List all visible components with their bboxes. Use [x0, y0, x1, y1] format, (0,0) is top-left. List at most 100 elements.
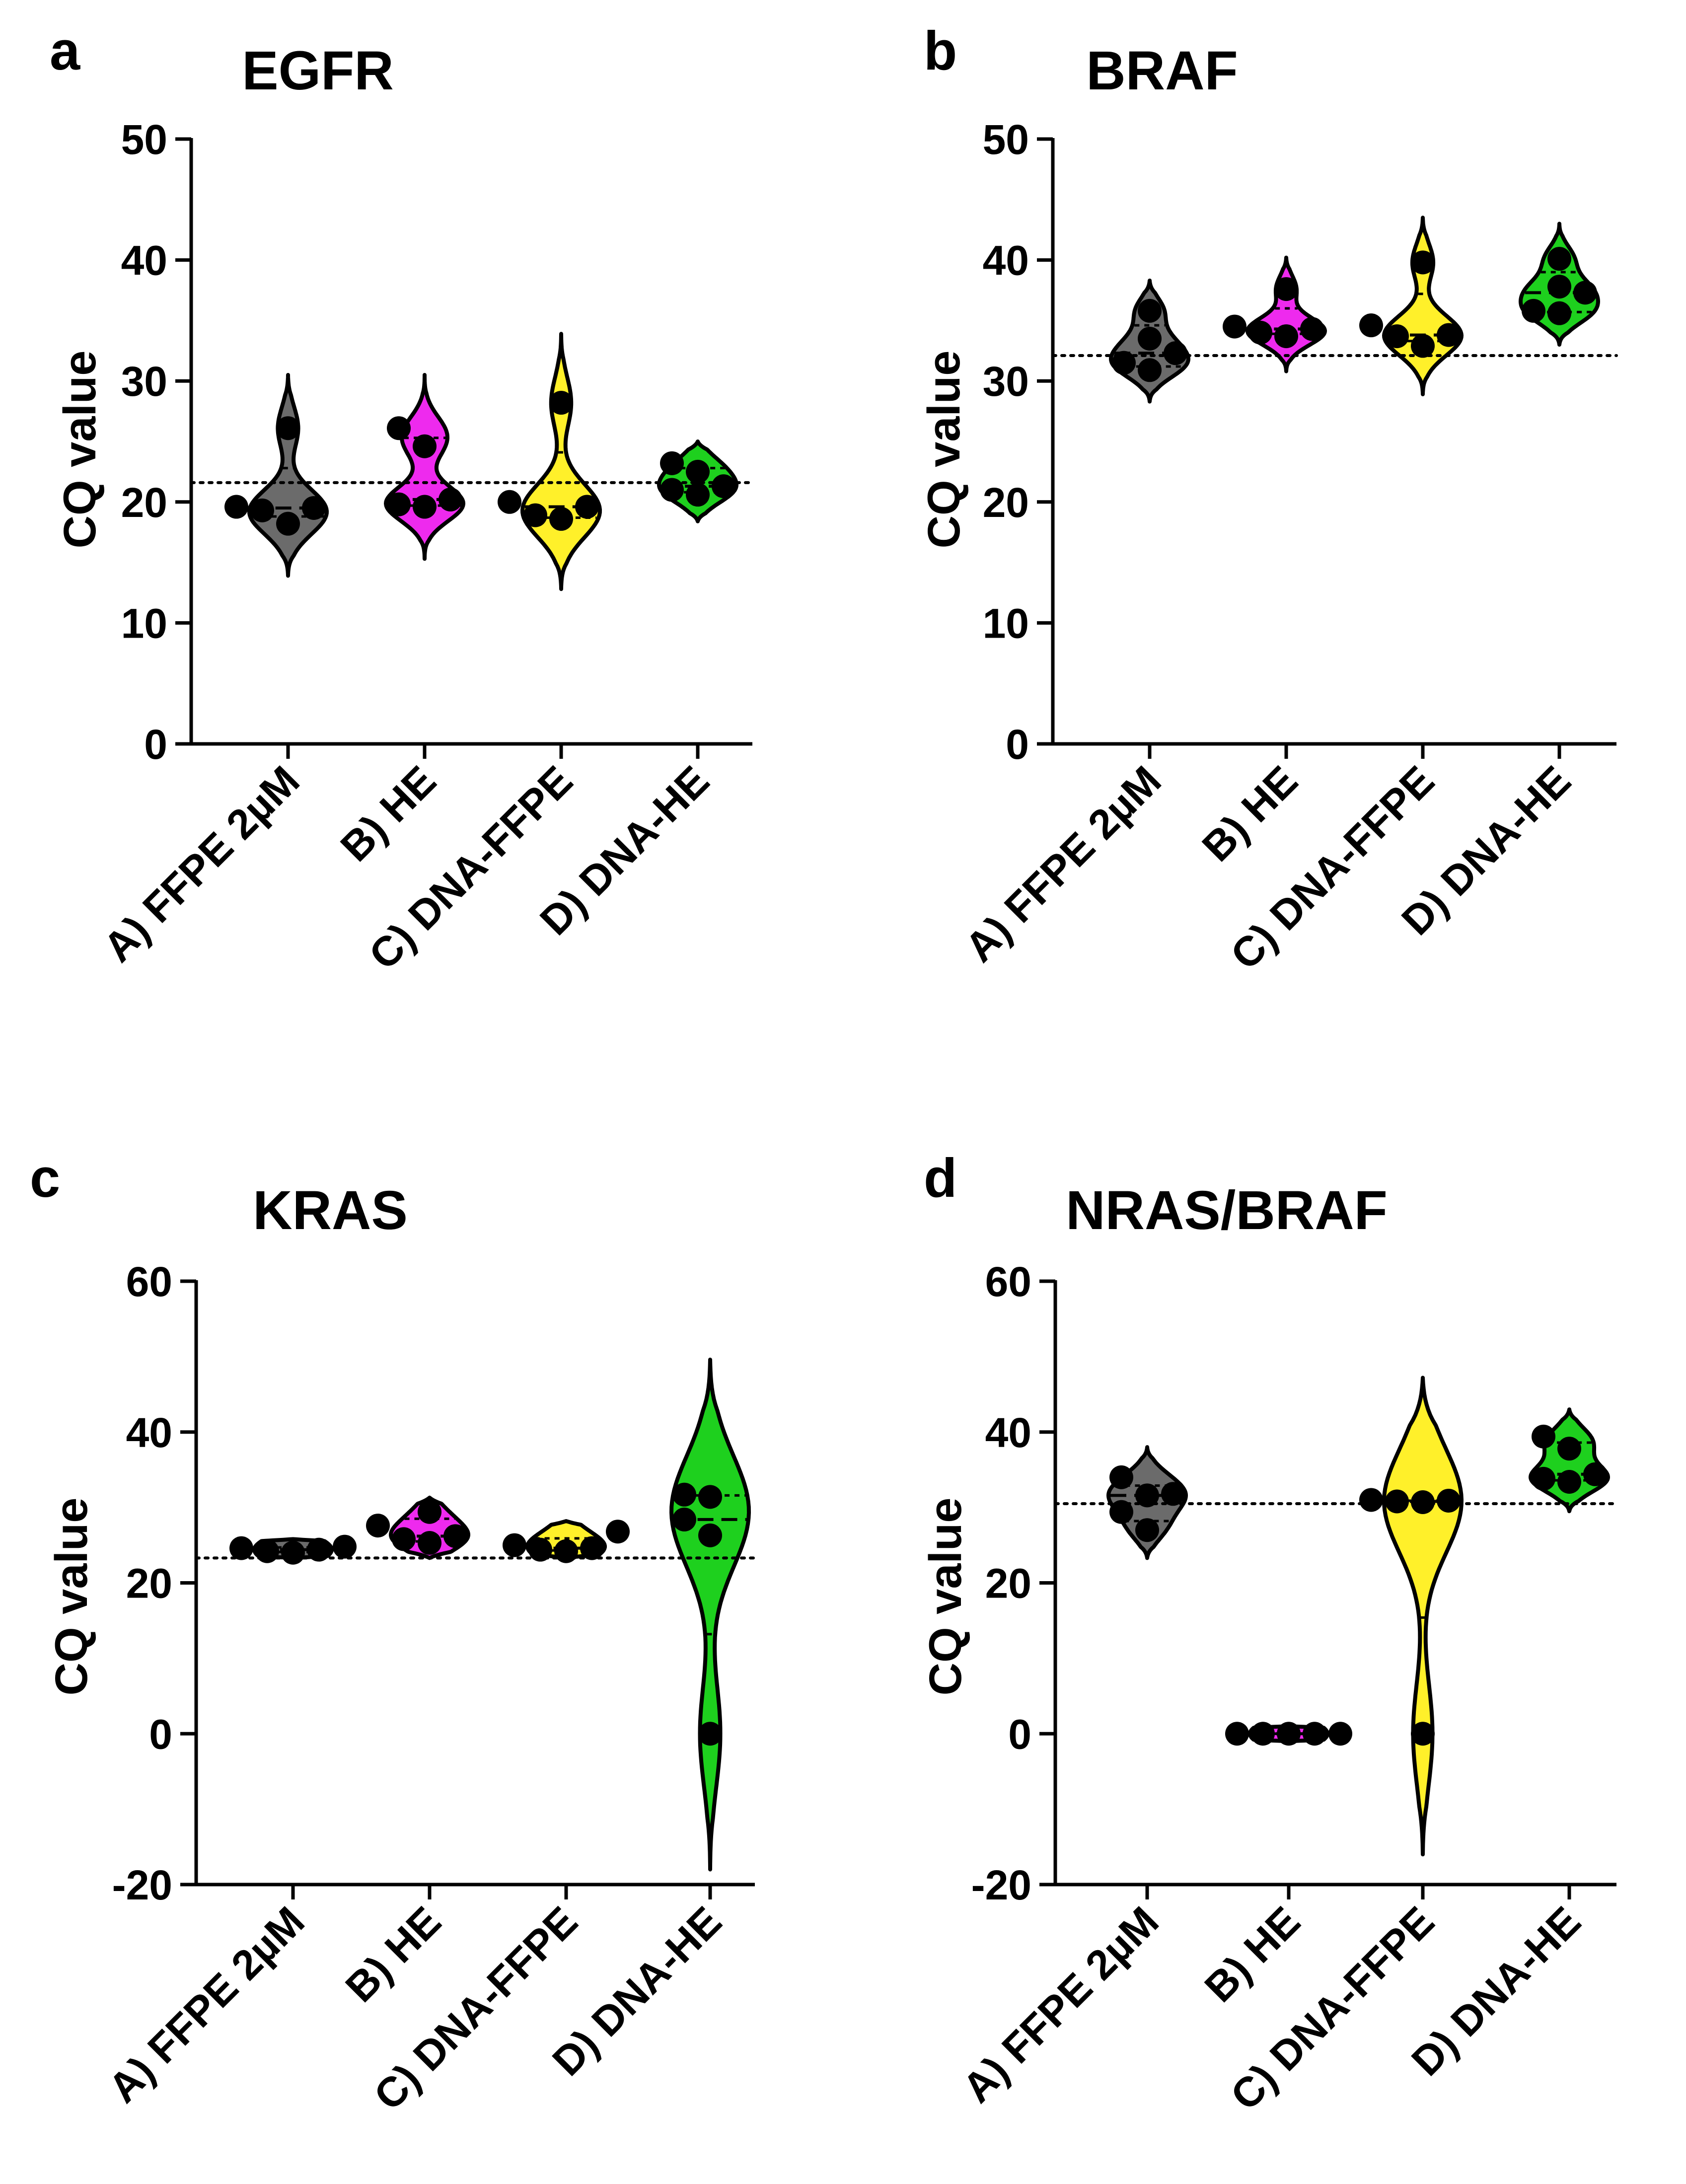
y-tick-label: 50: [121, 116, 167, 163]
data-point: [276, 511, 300, 536]
data-point: [528, 1537, 552, 1562]
data-point: [672, 1507, 696, 1531]
data-point: [575, 495, 599, 519]
chart-title: BRAF: [1086, 40, 1238, 101]
data-point: [698, 1485, 722, 1509]
data-point: [1225, 1722, 1249, 1746]
data-point: [712, 474, 735, 499]
y-tick-label: 60: [985, 1258, 1031, 1305]
data-point: [606, 1520, 630, 1544]
data-point: [366, 1514, 390, 1538]
data-point: [387, 416, 411, 440]
data-point: [1328, 1722, 1352, 1746]
data-point: [443, 1524, 467, 1548]
y-tick-label: 0: [1006, 721, 1029, 768]
panel-b-braf: b BRAF CQ value 0 10 20 30 40 50 A) FFPE 2µM B)…: [919, 20, 1618, 978]
x-tick-label: B) HE: [1196, 1897, 1309, 2011]
data-point: [580, 1536, 604, 1560]
y-tick-label: 20: [985, 1560, 1031, 1607]
data-point: [1385, 324, 1409, 349]
panel-a-egfr: a EGFR CQ value 0 10 20 30 40 50 A) FFPE 2µM B)…: [50, 20, 754, 978]
y-axis-label: CQ value: [920, 1498, 971, 1696]
data-point: [1251, 1722, 1275, 1746]
y-tick-label: 40: [126, 1409, 172, 1456]
data-point: [1161, 1482, 1185, 1506]
y-tick-label: 60: [126, 1258, 172, 1305]
data-point: [1223, 314, 1246, 339]
data-point: [549, 507, 573, 531]
data-point: [1411, 1490, 1435, 1514]
data-point: [418, 1500, 441, 1524]
data-point: [1573, 281, 1597, 305]
data-point: [498, 490, 521, 514]
chart-title: KRAS: [253, 1180, 408, 1241]
data-point: [276, 416, 300, 440]
data-point: [333, 1534, 357, 1559]
x-tick-label: A) FFPE 2µM: [953, 1897, 1168, 2111]
y-tick-label: 10: [121, 600, 167, 647]
x-tick-label: B) HE: [1193, 757, 1307, 870]
y-axis-label: CQ value: [46, 1498, 97, 1696]
panel-d-nras-braf: d NRAS/BRAF CQ value -20 0 20 40 60 A) FFPE 2…: [920, 1148, 1618, 2119]
data-point: [660, 478, 684, 502]
chart-title: NRAS/BRAF: [1066, 1180, 1388, 1241]
data-point: [229, 1536, 253, 1560]
data-point: [1437, 1488, 1461, 1513]
y-tick-label: -20: [971, 1862, 1031, 1908]
data-point: [554, 1539, 578, 1563]
data-point: [1135, 1518, 1159, 1542]
chart-title: EGFR: [242, 40, 394, 101]
data-point: [392, 1527, 416, 1551]
data-point: [1109, 1465, 1133, 1489]
y-axis-label: CQ value: [919, 351, 969, 549]
violin-shape: [1382, 216, 1464, 396]
data-point: [698, 1523, 722, 1547]
data-point: [1300, 317, 1324, 341]
y-axis-label: CQ value: [55, 351, 105, 549]
data-point: [1532, 1424, 1555, 1449]
y-tick-label: 0: [149, 1711, 172, 1757]
y-tick-label: 30: [121, 358, 167, 405]
data-point: [686, 483, 710, 507]
data-point: [1277, 1722, 1301, 1746]
x-tick-label: A) FFPE 2µM: [99, 1897, 313, 2111]
panel-letter: a: [50, 20, 80, 81]
data-point: [1109, 1500, 1133, 1524]
violin-shape: [1382, 1376, 1464, 1857]
data-point: [1532, 1466, 1555, 1491]
y-tick-label: 20: [983, 479, 1029, 526]
data-point: [418, 1531, 441, 1555]
data-point: [523, 503, 547, 527]
y-tick-label: 50: [983, 116, 1029, 163]
x-tick-label: B) HE: [332, 757, 445, 870]
data-point: [1547, 301, 1571, 325]
data-point: [1138, 326, 1162, 351]
data-point: [413, 434, 437, 458]
data-point: [672, 1482, 696, 1507]
data-point: [1135, 1483, 1159, 1508]
y-tick-label: 0: [1008, 1711, 1031, 1757]
data-point: [660, 451, 684, 475]
panel-c-kras: c KRAS CQ value -20 0 20 40 60 A) FFPE 2µM B) …: [30, 1148, 756, 2119]
data-point: [698, 1722, 722, 1746]
data-point: [1164, 341, 1187, 365]
data-point: [413, 495, 437, 519]
violin-shape: [520, 332, 602, 591]
data-point: [1547, 275, 1571, 299]
violin-shape: [247, 373, 329, 578]
y-tick-label: 0: [144, 721, 167, 768]
y-tick-label: 30: [983, 358, 1029, 405]
data-point: [1274, 277, 1298, 301]
violin-shape: [384, 373, 465, 561]
x-tick-label: A) FFPE 2µM: [956, 757, 1170, 971]
data-point: [1274, 324, 1298, 349]
y-tick-label: 20: [121, 479, 167, 526]
data-point: [1303, 1722, 1326, 1746]
data-point: [1138, 298, 1162, 323]
data-point: [255, 1539, 279, 1563]
data-point: [302, 496, 326, 520]
data-point: [503, 1533, 526, 1557]
data-point: [1557, 1437, 1581, 1461]
data-point: [1583, 1462, 1607, 1486]
